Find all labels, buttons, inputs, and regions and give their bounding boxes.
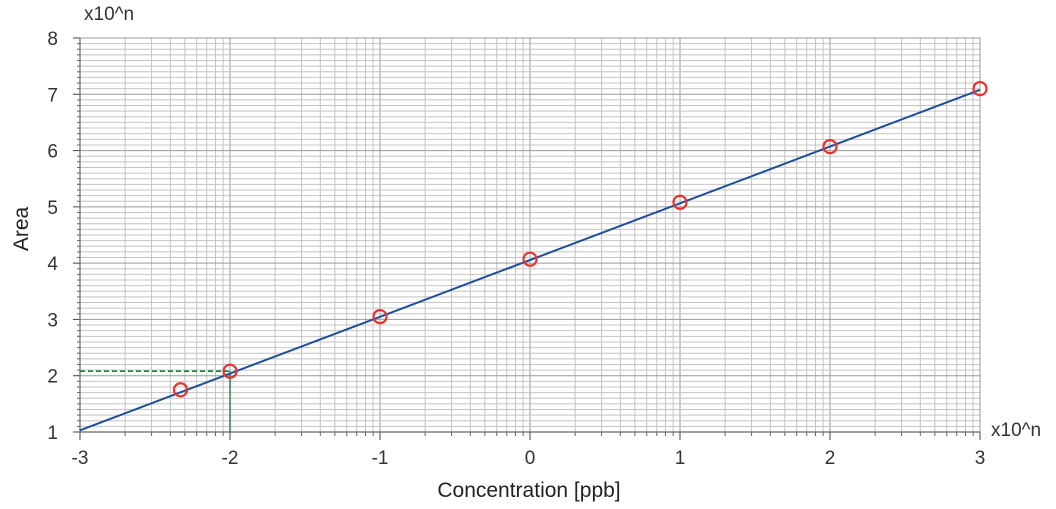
x-tick-label: 3 (975, 448, 986, 469)
x-tick-label: 0 (525, 448, 536, 469)
x-tick-label: 2 (825, 448, 836, 469)
x-tick-label: -2 (222, 448, 239, 469)
y-axis-title: Area (10, 207, 33, 252)
y-axis: 1 2 3 4 5 6 7 8 (47, 29, 81, 444)
x-tick-label: -1 (372, 448, 389, 469)
data-point (822, 139, 838, 155)
data-point (222, 363, 238, 379)
y-tick-label: 1 (47, 423, 58, 444)
y-tick-label: 5 (47, 198, 58, 219)
fit-line (79, 88, 981, 432)
y-tick-label: 7 (47, 85, 58, 106)
data-point (522, 251, 538, 267)
data-point (172, 382, 189, 398)
x-tick-label: 1 (675, 448, 686, 469)
y-tick-label: 6 (47, 142, 58, 163)
y-tick-label: 2 (47, 367, 58, 388)
series-layer (79, 81, 988, 432)
y-tick-label: 4 (47, 254, 58, 275)
x-tick-label: -3 (72, 448, 89, 469)
y-tick-label: 3 (47, 310, 58, 331)
x-exponent-label: x10^n (991, 420, 1041, 441)
y-tick-label: 8 (47, 29, 58, 50)
data-point (372, 309, 388, 325)
guide-lines (80, 370, 231, 432)
data-point (972, 81, 988, 97)
x-axis-title: Concentration [ppb] (437, 479, 620, 502)
grid (79, 37, 981, 433)
x-axis: -3 -2 -1 0 1 2 3 (72, 431, 986, 469)
data-point (672, 194, 688, 210)
y-exponent-label: x10^n (84, 4, 134, 25)
